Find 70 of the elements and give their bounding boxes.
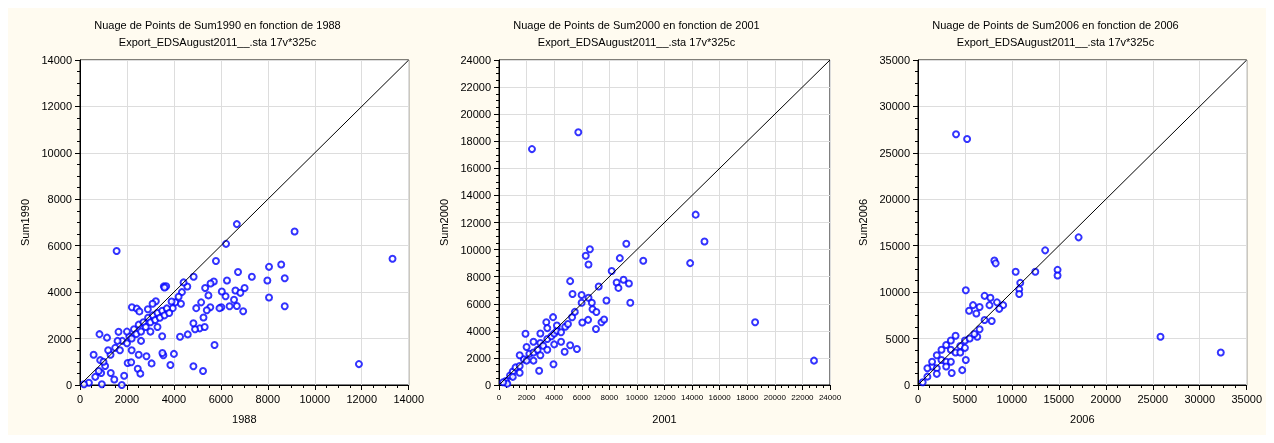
x-tick-label: 8000: [600, 392, 619, 402]
y-tick-label: 5000: [885, 332, 910, 345]
y-axis-title: Sum1990: [19, 198, 32, 247]
y-tick-label: 4000: [466, 324, 491, 337]
y-tick-label: 2000: [466, 351, 491, 364]
x-tick-label: 6000: [572, 392, 592, 402]
y-tick-label: 2000: [47, 332, 72, 345]
x-tick-label: 12000: [653, 392, 677, 402]
x-tick-label: 30000: [1184, 392, 1216, 405]
y-tick-label: 22000: [460, 81, 491, 94]
y-tick-label: 12000: [460, 216, 491, 229]
y-tick-label: 6000: [47, 239, 72, 252]
x-tick-label: 8000: [255, 392, 281, 405]
y-tick-label: 24000: [460, 54, 491, 66]
chart-subtitle: Export_EDSAugust2011__.sta 17v*325c: [537, 35, 736, 48]
y-axis-title: Sum2000: [438, 198, 451, 247]
y-tick-label: 0: [484, 379, 491, 391]
y-axis-title: Sum2006: [857, 198, 870, 247]
x-tick-label: 15000: [1043, 392, 1075, 405]
chart-subtitle: Export_EDSAugust2011__.sta 17v*325c: [118, 35, 317, 48]
x-tick-label: 22000: [791, 392, 815, 402]
y-tick-label: 0: [65, 379, 72, 391]
x-tick-label: 6000: [208, 392, 234, 405]
x-tick-label: 14000: [393, 392, 424, 405]
x-tick-label: 18000: [736, 392, 759, 402]
x-axis-title: 1988: [232, 412, 257, 425]
x-tick-label: 20000: [1090, 392, 1122, 405]
y-tick-label: 20000: [460, 108, 491, 121]
chart-title: Nuage de Points de Sum2006 en fonction de 2006: [932, 18, 1179, 31]
chart-title: Nuage de Points de Sum2000 en fonction de 2001: [513, 18, 760, 31]
x-tick-label: 12000: [346, 392, 378, 405]
chart-title: Nuage de Points de Sum1990 en fonction de 1988: [94, 18, 341, 31]
x-tick-label: 5000: [952, 392, 978, 405]
x-axis-title: 2006: [1070, 412, 1095, 425]
y-tick-label: 10000: [460, 243, 491, 256]
y-tick-label: 25000: [879, 146, 910, 159]
x-tick-label: 2000: [517, 392, 537, 402]
y-tick-label: 14000: [41, 54, 72, 66]
y-tick-label: 15000: [879, 239, 910, 252]
x-tick-label: 14000: [680, 392, 704, 402]
y-tick-label: 14000: [460, 189, 491, 202]
chart-subtitle: Export_EDSAugust2011__.sta 17v*325c: [956, 35, 1155, 48]
y-tick-label: 8000: [47, 193, 72, 206]
x-axis-title: 2001: [652, 412, 677, 425]
x-tick-label: 2000: [114, 392, 140, 405]
x-tick-label: 35000: [1231, 392, 1262, 405]
x-tick-label: 0: [76, 392, 84, 405]
x-tick-label: 4000: [545, 392, 564, 402]
y-tick-label: 18000: [460, 135, 491, 148]
y-tick-label: 0: [903, 379, 910, 391]
y-tick-label: 35000: [879, 54, 910, 66]
x-tick-label: 10000: [299, 392, 331, 405]
y-tick-label: 10000: [41, 146, 72, 159]
y-tick-label: 4000: [47, 286, 72, 299]
y-tick-label: 12000: [41, 100, 72, 113]
x-tick-label: 10000: [625, 392, 649, 402]
y-tick-label: 30000: [879, 100, 910, 113]
x-tick-label: 25000: [1137, 392, 1169, 405]
y-tick-label: 20000: [879, 193, 910, 206]
x-tick-label: 0: [914, 392, 922, 405]
x-tick-label: 20000: [763, 392, 787, 402]
y-tick-label: 16000: [460, 162, 491, 175]
x-tick-label: 4000: [161, 392, 187, 405]
y-tick-label: 8000: [466, 270, 491, 283]
y-tick-label: 10000: [879, 286, 910, 299]
x-tick-label: 0: [496, 392, 502, 402]
x-tick-label: 24000: [818, 392, 842, 402]
x-tick-label: 16000: [708, 392, 732, 402]
x-tick-label: 10000: [996, 392, 1028, 405]
y-tick-label: 6000: [466, 297, 491, 310]
